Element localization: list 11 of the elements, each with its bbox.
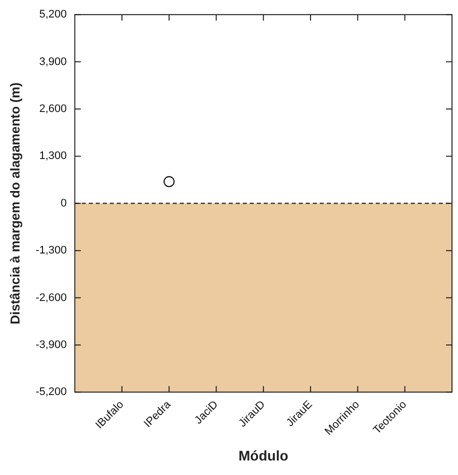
y-tick-label: 2,600 [39, 103, 67, 116]
y-tick-label: 1,300 [39, 150, 67, 162]
y-tick-label: -5,200 [36, 386, 67, 398]
y-tick-label: 0 [60, 197, 67, 210]
y-tick-label: 5,200 [39, 8, 67, 21]
y-tick-label: 3,900 [39, 56, 67, 68]
y-tick-label: -1,300 [36, 244, 67, 257]
y-tick-label: -2,600 [36, 292, 67, 304]
y-axis-title: Distância à margem do alagamento (m) [7, 82, 22, 324]
y-tick-label: -3,900 [36, 339, 67, 352]
x-axis-title: Módulo [238, 447, 288, 464]
